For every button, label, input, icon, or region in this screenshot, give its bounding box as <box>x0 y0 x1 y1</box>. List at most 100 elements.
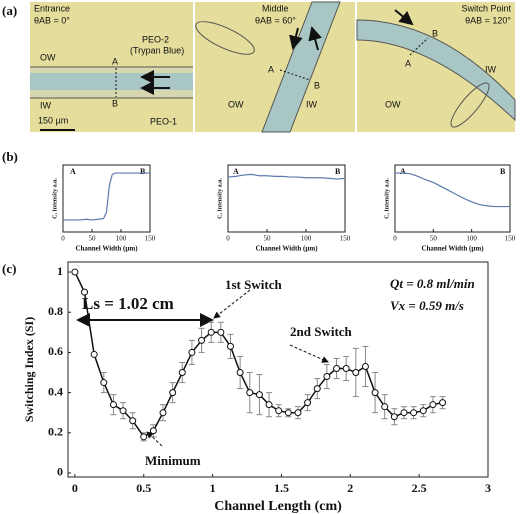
panel-label: (c) <box>2 261 16 276</box>
marker <box>217 328 225 336</box>
photo-angle: θAB = 60° <box>255 15 296 25</box>
photo-title: Switch Point <box>461 3 511 13</box>
photo-label: B <box>314 80 320 90</box>
plot-frame <box>62 164 151 233</box>
annotation: B <box>140 167 146 176</box>
x-axis-label: Channel Width (µm) <box>75 245 138 253</box>
photo: Entrance θAB = 0° OW IW A B PEO-2 (Trypa… <box>30 2 193 132</box>
marker <box>188 348 196 356</box>
annotation: A <box>233 167 239 176</box>
photo-angle: θAB = 0° <box>34 15 70 25</box>
annotation: A <box>400 167 406 176</box>
x-tick-label: 100 <box>466 235 477 243</box>
x-axis-label: Channel Width (µm) <box>421 245 484 253</box>
photo-label: A <box>112 56 118 66</box>
y-tick-label: 0 <box>57 465 63 479</box>
x-tick-label: 1 <box>210 481 216 495</box>
marker <box>265 401 273 409</box>
x-tick-label: 3 <box>485 481 491 495</box>
marker <box>381 403 389 411</box>
y-axis-label: Switching Index (SI) <box>22 317 36 422</box>
marker <box>90 350 98 358</box>
annotation-arrows <box>76 289 329 447</box>
line <box>395 172 510 208</box>
x-tick-label: 0 <box>393 235 397 243</box>
y-tick-label: 1 <box>57 264 63 278</box>
marker <box>100 379 108 387</box>
y-tick-label: 0.8 <box>48 304 63 318</box>
marker <box>419 407 427 415</box>
x-tick-label: 150 <box>505 235 516 243</box>
line <box>227 173 346 180</box>
annotation: B <box>335 167 341 176</box>
x-axis-label: Channel Length (cm) <box>214 499 342 514</box>
x-tick-label: 150 <box>340 235 351 243</box>
marker <box>304 399 312 407</box>
marker <box>352 369 360 377</box>
marker <box>236 369 244 377</box>
marker <box>226 342 234 350</box>
marker <box>294 409 302 417</box>
y-axis-label: C, Intensity a.u. <box>217 178 223 219</box>
y-axis-label: C, Intensity a.u. <box>52 178 58 219</box>
photo-label: IW <box>485 64 497 74</box>
marker <box>371 389 379 397</box>
marker <box>361 362 369 370</box>
plot-frame <box>227 164 346 233</box>
scale-label: 150 µm <box>38 115 68 125</box>
photo-label: OW <box>385 99 401 109</box>
marker <box>342 364 350 372</box>
marker <box>255 391 263 399</box>
photo-label: IW <box>40 100 52 110</box>
x-axis-label: Channel Width (µm) <box>255 245 318 253</box>
x-tick-label: 150 <box>145 235 156 243</box>
marker <box>178 369 186 377</box>
annotation: 2nd Switch <box>290 324 353 339</box>
photo-angle: θAB = 120° <box>465 15 511 25</box>
annotation: A <box>70 167 76 176</box>
photo-title: Middle <box>262 3 289 13</box>
y-axis-label: C, Intensity a.u. <box>384 178 390 219</box>
marker <box>275 407 283 415</box>
annotation: Minimum <box>145 453 201 468</box>
marker <box>400 409 408 417</box>
x-tick-label: 0 <box>226 235 230 243</box>
marker <box>159 409 167 417</box>
marker <box>119 407 127 415</box>
marker <box>284 409 292 417</box>
annotation: 1st Switch <box>225 277 282 292</box>
photo: Middle θAB = 60° A B OW IW <box>195 1 355 133</box>
marker <box>410 409 418 417</box>
marker <box>207 328 215 336</box>
marker <box>333 364 341 372</box>
marker <box>169 389 177 397</box>
marker <box>71 268 79 276</box>
x-tick-label: 1.5 <box>274 481 289 495</box>
photo-label: PEO-1 <box>150 116 177 126</box>
marker <box>109 401 117 409</box>
y-tick-label: 0.6 <box>48 344 63 358</box>
annotation: Ls = 1.02 cm <box>82 294 174 313</box>
photo-label: PEO-2 <box>142 34 169 44</box>
annotation: B <box>500 167 506 176</box>
x-tick-label: 0.5 <box>136 481 151 495</box>
plot-frame <box>67 261 489 478</box>
y-tick-label: 0.4 <box>48 384 63 398</box>
marker <box>429 401 437 409</box>
marker <box>149 427 157 435</box>
photo: Switch Point θAB = 120° B A IW OW <box>356 2 516 132</box>
photo-label: (Trypan Blue) <box>130 45 184 55</box>
x-tick-label: 50 <box>264 235 272 243</box>
x-tick-label: 2.5 <box>412 481 427 495</box>
photo-label: A <box>268 64 274 74</box>
panel-label: (a) <box>2 3 17 18</box>
marker <box>323 373 331 381</box>
marker <box>439 399 447 407</box>
marker <box>198 336 206 344</box>
marker <box>129 417 137 425</box>
photo-label: B <box>112 98 118 108</box>
x-tick-label: 50 <box>89 235 97 243</box>
photo-label: A <box>405 58 411 68</box>
photo-label: OW <box>228 99 244 109</box>
